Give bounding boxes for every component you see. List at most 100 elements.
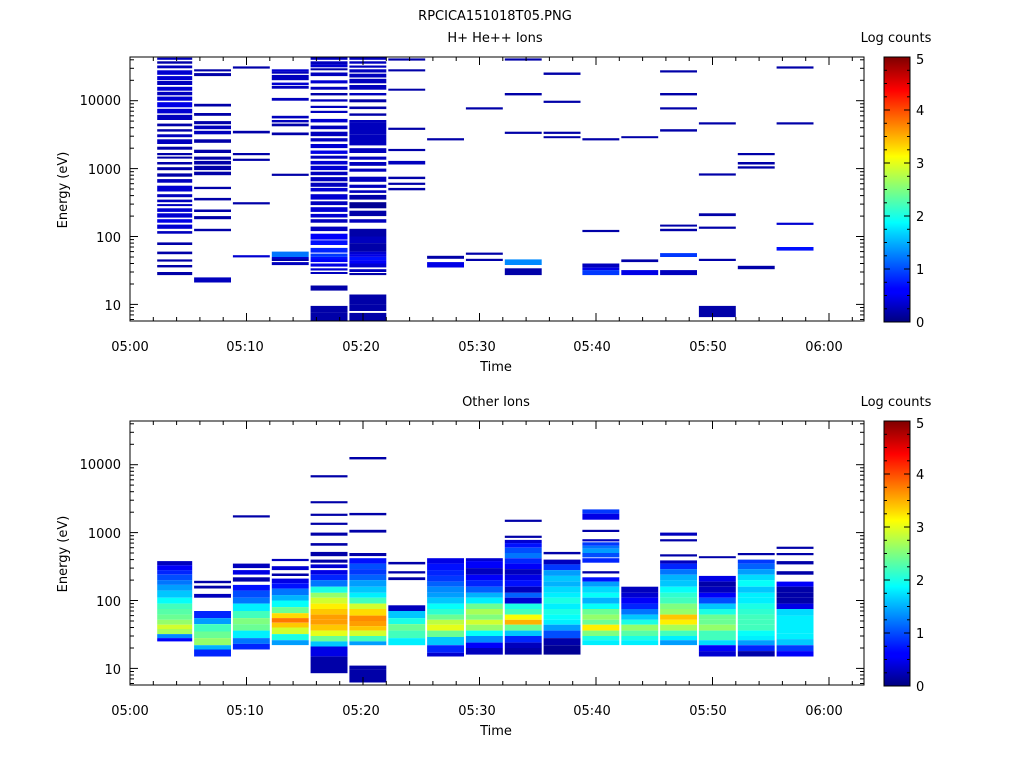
heatmap-cell (310, 475, 348, 478)
heatmap-cell (349, 675, 387, 683)
heatmap-cell (157, 603, 193, 609)
heatmap-cell (271, 97, 309, 101)
heatmap-cell (660, 569, 697, 575)
heatmap-cell (543, 592, 581, 598)
y-tick-label-10: 10 (104, 663, 121, 678)
heatmap-cell (310, 144, 348, 149)
heatmap-cell (504, 563, 542, 570)
heatmap-cell (582, 636, 620, 641)
heatmap-cell (310, 57, 348, 60)
heatmap-cell (349, 626, 387, 631)
heatmap-cell (465, 592, 503, 598)
heatmap-cell (194, 611, 231, 619)
heatmap-cell (621, 630, 659, 636)
heatmap-cell (388, 182, 426, 185)
heatmap-cell (194, 130, 231, 135)
heatmap-cell (660, 609, 697, 615)
heatmap-cell (232, 153, 270, 156)
heatmap-cell (427, 138, 464, 141)
x-tick-label: 05:50 (689, 704, 726, 719)
heatmap-cell (349, 106, 387, 110)
heatmap-cell (660, 554, 697, 557)
heatmap-cell (349, 630, 387, 636)
heatmap-cell (660, 624, 697, 631)
heatmap-cell (310, 171, 348, 176)
heatmap-cell (271, 173, 309, 176)
heatmap-cell (388, 611, 426, 619)
heatmap-cell (194, 139, 231, 143)
heatmap-cell (698, 630, 736, 636)
colorbar-tick-label: 1 (916, 263, 924, 278)
heatmap-cell (660, 592, 697, 598)
heatmap-cell (349, 194, 387, 200)
heatmap-cell (465, 603, 503, 609)
heatmap-cell (698, 609, 736, 615)
heatmap-cell (660, 640, 697, 646)
heatmap-cell (310, 543, 348, 546)
heatmap-cell (698, 258, 736, 261)
heatmap-cell (194, 631, 231, 639)
heatmap-cell (157, 70, 193, 75)
heatmap-cell (504, 58, 542, 61)
heatmap-cell (310, 80, 348, 84)
heatmap-cell (698, 636, 736, 641)
heatmap-cell (194, 228, 231, 232)
heatmap-cell (543, 100, 581, 103)
heatmap-cell (310, 64, 348, 68)
heatmap-cell (310, 641, 348, 647)
heatmap-cell (310, 165, 348, 171)
heatmap-cell (388, 577, 426, 581)
heatmap-cell (232, 563, 270, 569)
heatmap-cell (194, 580, 231, 584)
heatmap-cell (660, 563, 697, 570)
y-tick-label-10000: 10000 (80, 94, 121, 109)
colorbar-tick-label: 5 (916, 53, 924, 68)
heatmap-cell (310, 131, 348, 137)
heatmap-cell (660, 539, 697, 542)
heatmap-cell (349, 529, 387, 533)
heatmap-cell (157, 204, 193, 207)
heatmap-cell (194, 121, 231, 125)
heatmap-cell (349, 85, 387, 90)
heatmap-cell (349, 512, 387, 516)
heatmap-cell (776, 609, 814, 616)
heatmap-cell (388, 148, 426, 152)
heatmap-cell (698, 122, 736, 125)
heatmap-cell (660, 270, 697, 276)
heatmap-cell (504, 543, 542, 548)
heatmap-cell (349, 260, 387, 264)
heatmap-cell (504, 580, 542, 587)
heatmap-cell (660, 619, 697, 625)
heatmap-cell (465, 609, 503, 615)
heatmap-cell (194, 593, 231, 598)
x-tick-label: 05:00 (111, 704, 148, 719)
heatmap-cell (194, 171, 231, 176)
heatmap-cell (660, 586, 697, 593)
heatmap-cell (465, 558, 503, 562)
heatmap-cell (271, 132, 309, 136)
heatmap-cell (349, 168, 387, 172)
heatmap-cell (310, 138, 348, 142)
heatmap-cell (543, 645, 581, 655)
heatmap-cell (310, 105, 348, 108)
heatmap-cell (543, 609, 581, 615)
axis-ticks (129, 57, 864, 321)
plot-area (157, 457, 814, 683)
heatmap-cell (621, 586, 659, 593)
heatmap-cell (194, 149, 231, 153)
heatmap-cell (271, 123, 309, 127)
heatmap-cell (427, 586, 464, 593)
heatmap-cell (310, 257, 348, 260)
heatmap-cell (271, 258, 309, 261)
heatmap-cell (737, 569, 775, 575)
heatmap-cell (621, 597, 659, 604)
heatmap-cell (698, 173, 736, 176)
heatmap-cell (388, 571, 426, 574)
colorbar-tick-label: 0 (916, 316, 924, 331)
heatmap-cell (621, 614, 659, 620)
heatmap-cell (310, 125, 348, 130)
heatmap-cell (232, 638, 270, 644)
heatmap-cell (271, 558, 309, 562)
heatmap-cell (388, 69, 426, 72)
heatmap-cell (621, 609, 659, 615)
